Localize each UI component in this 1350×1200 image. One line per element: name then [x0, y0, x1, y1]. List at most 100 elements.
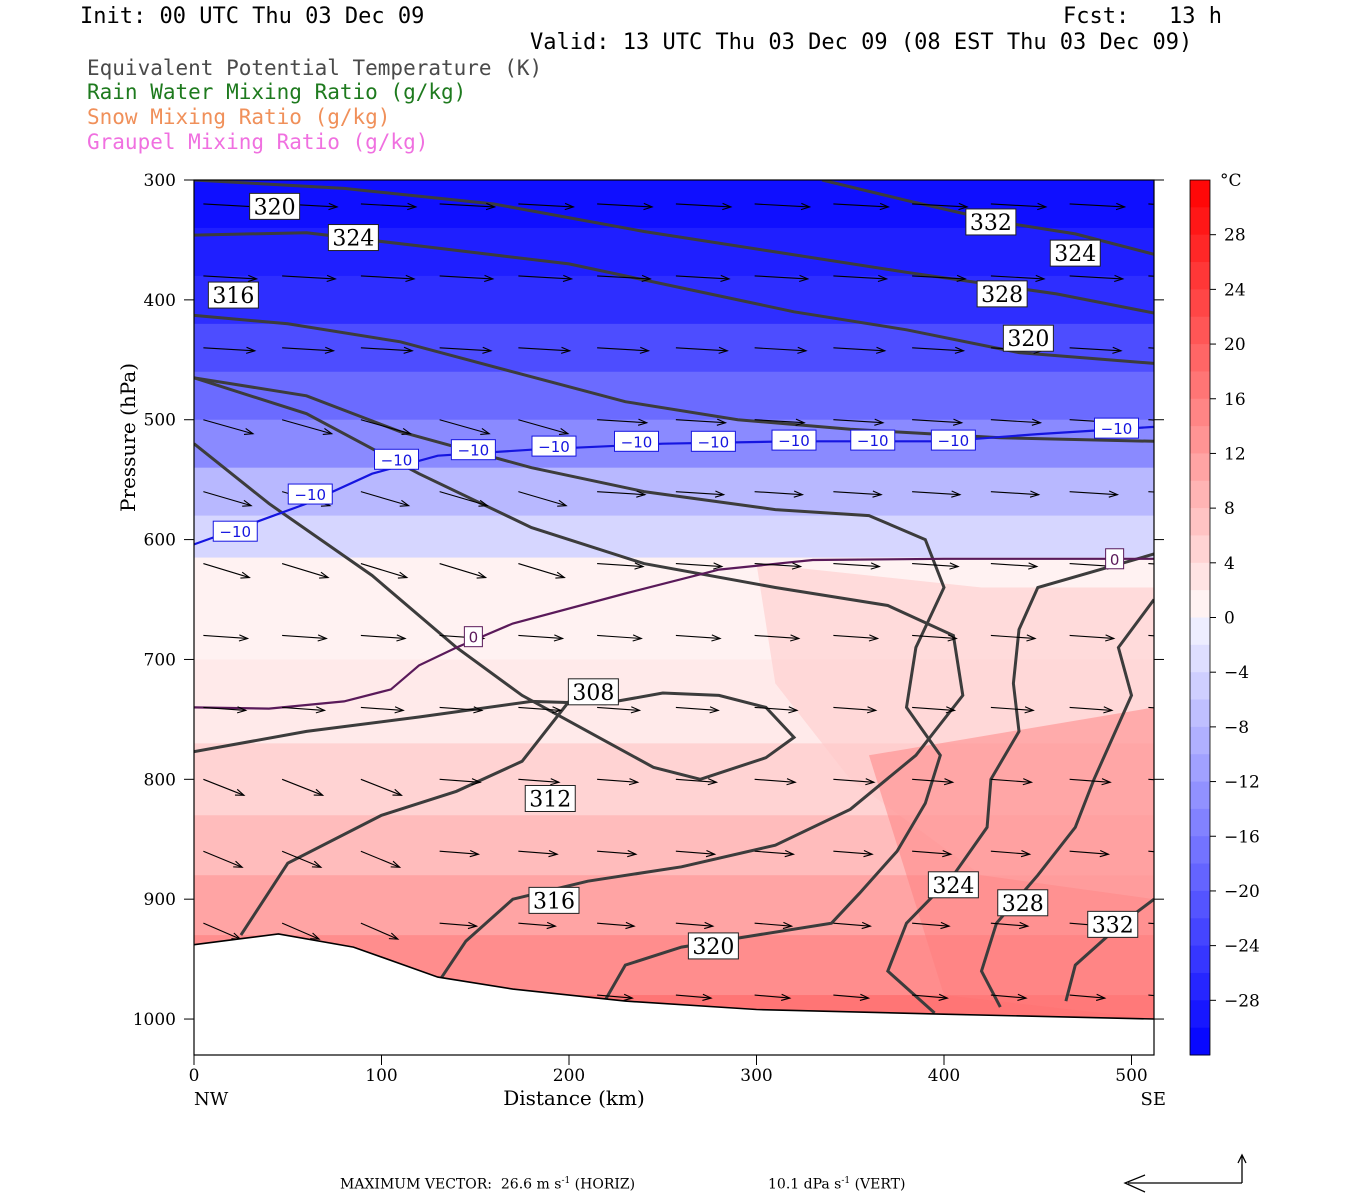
colorbar-tick-label: −20	[1224, 882, 1260, 902]
wind-vector-head	[1103, 706, 1114, 714]
wind-vector	[833, 634, 878, 640]
wind-vector-head	[482, 346, 493, 354]
plot-frame	[193, 179, 1155, 1056]
wind-vector	[282, 706, 325, 711]
colorbar-swatch	[1190, 453, 1210, 482]
wind-vector-head	[245, 346, 257, 354]
wind-vector	[912, 634, 957, 640]
wind-vector-head	[319, 571, 330, 579]
theta-e-label: 324	[332, 227, 374, 252]
wind-vector-head	[1095, 993, 1107, 1001]
wind-vector-head	[558, 428, 570, 435]
wind-vector-head	[1175, 994, 1184, 1000]
wind-vector	[518, 203, 574, 208]
theta-e-label: 308	[572, 681, 614, 706]
wind-vector	[675, 634, 721, 640]
ref-vector-horiz-head	[1123, 1174, 1146, 1193]
wind-vector	[518, 922, 556, 927]
wind-vector	[518, 778, 560, 783]
wind-vector-head	[313, 788, 325, 796]
isotherm-line	[194, 557, 1154, 710]
isotherm-label-box	[212, 520, 258, 542]
wind-vector	[360, 634, 406, 640]
wind-vector	[597, 922, 635, 927]
wind-vector	[518, 347, 570, 352]
wind-vector	[439, 491, 488, 507]
isotherm-label: 0	[1110, 551, 1120, 569]
wind-vector-head	[859, 993, 871, 1001]
wind-vector-head	[872, 490, 883, 498]
wind-vector	[518, 563, 565, 579]
wind-vector	[360, 922, 399, 940]
colorbar-swatch	[1190, 480, 1210, 509]
wind-vector-head	[324, 346, 336, 354]
colorbar-tick-label: −8	[1224, 718, 1249, 738]
legend-theta-e: Equivalent Potential Temperature (K)	[87, 56, 543, 80]
colorbar-swatch	[1190, 918, 1210, 947]
wind-vector-head	[555, 571, 566, 579]
wind-vector	[203, 778, 245, 796]
wind-vector	[203, 419, 254, 435]
theta-e-label: 320	[692, 935, 734, 960]
reference-vector	[1123, 1153, 1247, 1193]
colorbar-swatch	[1190, 344, 1210, 372]
isotherm-label-box	[1094, 417, 1139, 439]
wind-vector	[1069, 850, 1109, 855]
wind-vector-head	[562, 274, 574, 283]
theta-e-label-box	[207, 281, 259, 309]
wind-vector-head	[958, 202, 969, 211]
theta-e-label-box	[528, 886, 580, 914]
wind-vector-head	[1112, 346, 1123, 354]
wind-vector	[833, 347, 885, 352]
colorbar-swatch	[1190, 535, 1210, 564]
wind-vector-head	[1031, 418, 1043, 426]
wind-vector	[990, 203, 1046, 208]
wind-vector	[833, 922, 871, 927]
wind-vector	[597, 850, 636, 855]
wind-vector	[912, 275, 966, 280]
theta-e-label: 316	[533, 889, 575, 914]
theta-e-label-box	[1002, 324, 1054, 352]
theta-e-label-box	[997, 889, 1049, 917]
wind-vector-head	[716, 418, 728, 426]
wind-vector	[912, 563, 959, 568]
wind-vector-head	[877, 274, 889, 283]
wind-vector	[990, 275, 1045, 280]
se-label: SE	[1141, 1089, 1166, 1110]
theta-e-label: 332	[970, 211, 1012, 236]
wind-vector	[990, 778, 1032, 783]
theta-e-label-box	[965, 208, 1017, 236]
theta-e-label-box	[1087, 910, 1139, 938]
colorbar-swatch	[1190, 836, 1210, 865]
wind-vector	[518, 850, 558, 855]
colorbar-tick-label: 4	[1224, 554, 1235, 574]
theta-e-label-box	[927, 871, 979, 899]
wind-vector	[833, 778, 875, 783]
colorbar-tick-label: −24	[1224, 937, 1260, 957]
wind-vector-head	[714, 490, 726, 498]
isotherm-label-box	[450, 439, 496, 461]
wind-vector-head	[707, 778, 719, 786]
isotherm-label: −10	[538, 438, 570, 456]
wind-vector	[439, 203, 495, 208]
wind-vector	[912, 850, 951, 855]
wind-vector	[281, 419, 332, 435]
wind-vector	[675, 922, 713, 927]
wind-vector	[1069, 347, 1122, 352]
wind-vector	[912, 706, 955, 711]
wind-vector-head	[627, 850, 638, 858]
wind-vector	[439, 347, 492, 352]
colorbar-swatch	[1190, 234, 1210, 263]
wind-vector-head	[1037, 202, 1048, 211]
wind-vector-head	[546, 921, 557, 930]
wind-vector-head	[403, 346, 414, 354]
isotherm-label: −10	[219, 523, 251, 541]
wind-vector	[439, 275, 493, 280]
theta-e-label: 324	[932, 874, 974, 899]
wind-vector	[675, 706, 719, 711]
colorbar: 28 24 20 16 12 8 4 0 −4 −8 −12 −16 −20 −24 −28 °C	[1189, 171, 1260, 1056]
wind-vector-head	[399, 499, 411, 507]
wind-vector	[282, 634, 327, 640]
colorbar-swatch	[1190, 262, 1210, 290]
wind-vector-head	[786, 778, 797, 786]
